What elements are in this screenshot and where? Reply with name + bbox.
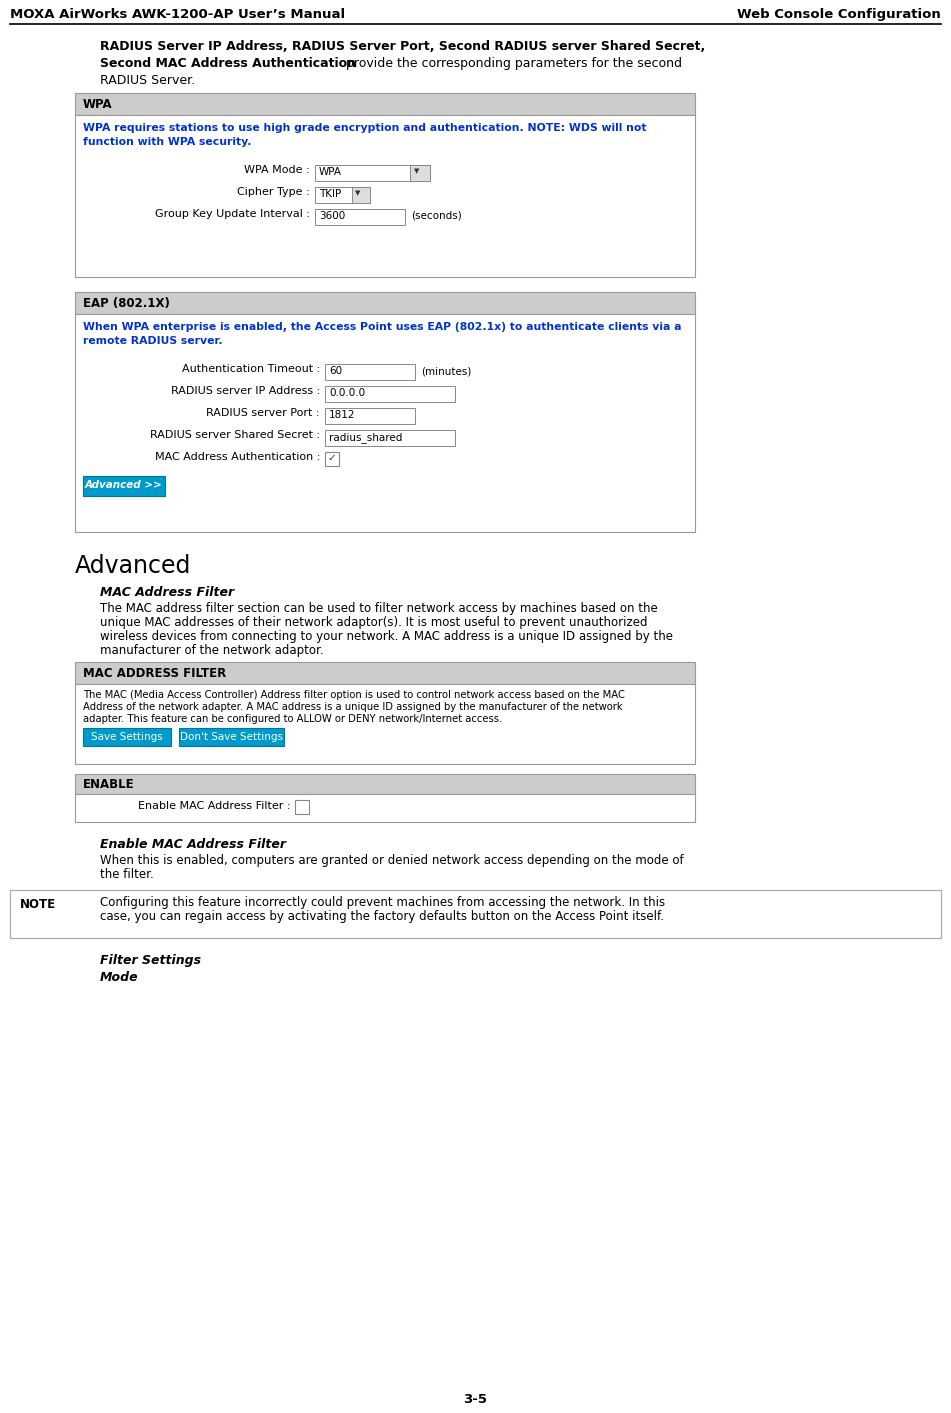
Text: wireless devices from connecting to your network. A MAC address is a unique ID a: wireless devices from connecting to your… bbox=[100, 630, 673, 643]
Text: (seconds): (seconds) bbox=[411, 211, 462, 220]
Text: Save Settings: Save Settings bbox=[91, 732, 163, 742]
Bar bbox=[352, 187, 370, 203]
Text: Group Key Update Interval :: Group Key Update Interval : bbox=[155, 209, 310, 219]
Bar bbox=[325, 386, 455, 403]
Bar bbox=[75, 314, 695, 533]
Bar bbox=[325, 408, 415, 424]
Bar bbox=[315, 187, 370, 203]
Text: radius_shared: radius_shared bbox=[329, 432, 402, 442]
Bar bbox=[75, 663, 695, 684]
Bar bbox=[83, 728, 171, 746]
Text: NOTE: NOTE bbox=[20, 899, 56, 911]
Text: Second MAC Address Authentication: Second MAC Address Authentication bbox=[100, 57, 356, 71]
Text: ▼: ▼ bbox=[355, 189, 360, 196]
Bar bbox=[315, 209, 405, 225]
Text: provide the corresponding parameters for the second: provide the corresponding parameters for… bbox=[342, 57, 682, 71]
Text: Mode: Mode bbox=[100, 971, 139, 983]
Bar bbox=[325, 365, 415, 380]
Text: RADIUS Server.: RADIUS Server. bbox=[100, 73, 195, 88]
Text: WPA Mode :: WPA Mode : bbox=[244, 165, 310, 175]
Bar bbox=[10, 890, 941, 938]
Text: MAC Address Authentication :: MAC Address Authentication : bbox=[155, 452, 320, 462]
Text: 60: 60 bbox=[329, 366, 342, 376]
Text: Cipher Type :: Cipher Type : bbox=[238, 187, 310, 196]
Text: TKIP: TKIP bbox=[319, 189, 341, 199]
Text: 3600: 3600 bbox=[319, 211, 345, 220]
Text: 0.0.0.0: 0.0.0.0 bbox=[329, 389, 365, 398]
Text: RADIUS server Port :: RADIUS server Port : bbox=[206, 408, 320, 418]
Text: ENABLE: ENABLE bbox=[83, 779, 135, 791]
Text: Don't Save Settings: Don't Save Settings bbox=[180, 732, 282, 742]
Text: Enable MAC Address Filter :: Enable MAC Address Filter : bbox=[138, 801, 290, 811]
Text: adapter. This feature can be configured to ALLOW or DENY network/Internet access: adapter. This feature can be configured … bbox=[83, 714, 502, 723]
Bar bbox=[75, 93, 695, 114]
Text: ✓: ✓ bbox=[327, 454, 336, 463]
Bar bbox=[179, 728, 284, 746]
Text: manufacturer of the network adaptor.: manufacturer of the network adaptor. bbox=[100, 644, 323, 657]
Text: MAC Address Filter: MAC Address Filter bbox=[100, 586, 234, 599]
Text: Authentication Timeout :: Authentication Timeout : bbox=[182, 365, 320, 374]
Text: unique MAC addresses of their network adaptor(s). It is most useful to prevent u: unique MAC addresses of their network ad… bbox=[100, 616, 648, 629]
Bar bbox=[75, 774, 695, 794]
Text: When WPA enterprise is enabled, the Access Point uses EAP (802.1x) to authentica: When WPA enterprise is enabled, the Acce… bbox=[83, 322, 682, 332]
Text: WPA: WPA bbox=[83, 97, 112, 112]
Text: Address of the network adapter. A MAC address is a unique ID assigned by the man: Address of the network adapter. A MAC ad… bbox=[83, 702, 623, 712]
Bar bbox=[75, 114, 695, 277]
Text: 3-5: 3-5 bbox=[463, 1393, 487, 1406]
Text: function with WPA security.: function with WPA security. bbox=[83, 137, 251, 147]
Bar bbox=[295, 800, 309, 814]
Text: Enable MAC Address Filter: Enable MAC Address Filter bbox=[100, 838, 286, 851]
Bar bbox=[75, 794, 695, 822]
Text: the filter.: the filter. bbox=[100, 868, 154, 880]
Text: case, you can regain access by activating the factory defaults button on the Acc: case, you can regain access by activatin… bbox=[100, 910, 664, 923]
Bar bbox=[83, 476, 165, 496]
Text: Web Console Configuration: Web Console Configuration bbox=[737, 8, 941, 21]
Bar bbox=[325, 430, 455, 447]
Text: When this is enabled, computers are granted or denied network access depending o: When this is enabled, computers are gran… bbox=[100, 853, 684, 868]
Text: remote RADIUS server.: remote RADIUS server. bbox=[83, 336, 223, 346]
Text: Advanced: Advanced bbox=[75, 554, 191, 578]
Text: EAP (802.1X): EAP (802.1X) bbox=[83, 297, 170, 309]
Text: WPA requires stations to use high grade encryption and authentication. NOTE: WDS: WPA requires stations to use high grade … bbox=[83, 123, 647, 133]
Text: MAC ADDRESS FILTER: MAC ADDRESS FILTER bbox=[83, 667, 226, 680]
Text: Configuring this feature incorrectly could prevent machines from accessing the n: Configuring this feature incorrectly cou… bbox=[100, 896, 665, 909]
Text: Filter Settings: Filter Settings bbox=[100, 954, 201, 966]
Text: MOXA AirWorks AWK-1200-AP User’s Manual: MOXA AirWorks AWK-1200-AP User’s Manual bbox=[10, 8, 345, 21]
Text: RADIUS server IP Address :: RADIUS server IP Address : bbox=[171, 386, 320, 396]
Text: RADIUS Server IP Address, RADIUS Server Port, Second RADIUS server Shared Secret: RADIUS Server IP Address, RADIUS Server … bbox=[100, 40, 706, 54]
Bar bbox=[325, 452, 339, 466]
Text: WPA: WPA bbox=[319, 167, 342, 177]
Text: ▼: ▼ bbox=[414, 168, 419, 174]
Text: Advanced >>: Advanced >> bbox=[86, 480, 163, 490]
Text: RADIUS server Shared Secret :: RADIUS server Shared Secret : bbox=[150, 430, 320, 439]
Text: The MAC address filter section can be used to filter network access by machines : The MAC address filter section can be us… bbox=[100, 602, 658, 615]
Text: (minutes): (minutes) bbox=[421, 366, 472, 376]
Text: The MAC (Media Access Controller) Address filter option is used to control netwo: The MAC (Media Access Controller) Addres… bbox=[83, 690, 625, 699]
Bar bbox=[315, 165, 430, 181]
Bar bbox=[75, 684, 695, 764]
Bar bbox=[410, 165, 430, 181]
Text: 1812: 1812 bbox=[329, 410, 356, 420]
Bar bbox=[75, 292, 695, 314]
